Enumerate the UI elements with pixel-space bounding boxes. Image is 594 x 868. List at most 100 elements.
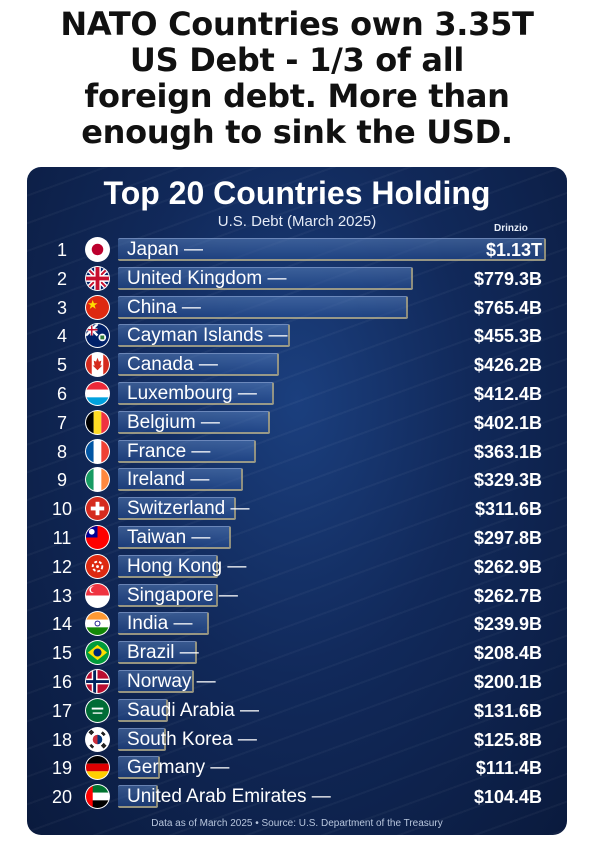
- rank-label: 7: [56, 412, 67, 433]
- category-label: United Arab Emirates —: [127, 786, 331, 808]
- bar: [118, 641, 197, 665]
- value-label: $104.4B: [473, 787, 542, 808]
- category-label: Taiwan —: [127, 527, 211, 548]
- category-label: Japan —: [127, 239, 204, 260]
- value-label: $402.1B: [473, 412, 542, 433]
- value-label: $262.7B: [473, 585, 542, 606]
- bar-row: 8 France — $363.1B: [0, 437, 594, 466]
- bar: [118, 526, 231, 549]
- united-kingdom-flag-icon: [85, 265, 110, 291]
- headline-line: US Debt - 1/3 of all: [129, 41, 465, 79]
- bar: [118, 238, 546, 261]
- category-label: Brazil —: [127, 642, 199, 664]
- value-label: $455.3B: [473, 326, 542, 347]
- bar: [118, 295, 408, 319]
- rank-label: 11: [52, 528, 72, 548]
- bar: [118, 439, 256, 463]
- headline-line: foreign debt. More than: [84, 77, 510, 115]
- brand-label: Drinzio: [494, 223, 528, 234]
- footnote: Data as of March 2025 • Source: U.S. Dep…: [151, 818, 443, 829]
- category-label: United Kingdom —: [127, 267, 287, 289]
- category-label: Singapore —: [127, 584, 238, 606]
- value-label: $208.4B: [473, 643, 542, 664]
- category-label: Germany —: [127, 757, 230, 779]
- singapore-flag-icon: [85, 582, 110, 608]
- category-label: Ireland —: [127, 469, 210, 491]
- uae-flag-icon: [85, 784, 110, 810]
- bar-row: 9 Ireland — $329.3B: [0, 465, 594, 494]
- bar: [118, 583, 218, 607]
- value-label: $412.4B: [473, 384, 542, 404]
- bar: [118, 468, 243, 492]
- belgium-flag-icon: [85, 409, 110, 435]
- rank-label: 8: [56, 441, 67, 462]
- rank-label: 2: [56, 268, 67, 289]
- bar-row: 19 Germany — $111.4B: [0, 753, 594, 782]
- category-label: Belgium —: [127, 411, 220, 433]
- south-korea-flag-icon: [85, 726, 110, 752]
- saudi-arabia-flag-icon: [85, 697, 110, 723]
- value-label: $239.9B: [473, 614, 542, 635]
- bar-row: 4 Cayman Islands — $455.3B: [0, 321, 594, 350]
- rank-label: 18: [51, 729, 73, 750]
- bar: [118, 382, 275, 405]
- bar-row: 7 Belgium — $402.1B: [0, 408, 594, 437]
- value-label: $262.9B: [473, 556, 542, 577]
- category-label: Norway —: [127, 671, 216, 692]
- france-flag-icon: [85, 438, 110, 464]
- rank-label: 14: [51, 614, 73, 635]
- headline-line: enough to sink the USD.: [81, 113, 513, 151]
- taiwan-flag-icon: [85, 525, 110, 550]
- bar: [118, 727, 166, 751]
- category-label: South Korea —: [127, 728, 257, 750]
- value-label: $131.6B: [473, 700, 542, 721]
- bar: [118, 324, 291, 348]
- bar: [118, 353, 280, 377]
- bar-row: 12 Hong Kong — $262.9B: [0, 552, 594, 581]
- category-label: Canada —: [127, 354, 218, 376]
- category-label: France —: [127, 440, 211, 462]
- headline-line: NATO Countries own 3.35T: [60, 5, 534, 43]
- india-flag-icon: [85, 611, 110, 637]
- bar: [118, 266, 414, 290]
- rank-label: 9: [56, 470, 67, 491]
- bar: [118, 785, 158, 809]
- bar: [118, 670, 194, 693]
- rank-label: 13: [51, 585, 73, 606]
- bar: [118, 410, 271, 434]
- bar-row: 2 United Kingdom — $779.3B: [0, 264, 594, 293]
- rank-label: 5: [56, 355, 67, 376]
- category-label: Cayman Islands —: [127, 325, 288, 347]
- japan-flag-icon: [85, 237, 110, 262]
- bar-row: 5 Canada — $426.2B: [0, 350, 594, 379]
- bar-row: 6 Luxembourg — $412.4B: [0, 379, 594, 408]
- rank-label: 6: [56, 384, 67, 404]
- luxembourg-flag-icon: [85, 381, 110, 406]
- bar: [118, 698, 168, 722]
- bar-row: 15 Brazil — $208.4B: [0, 638, 594, 667]
- ireland-flag-icon: [85, 467, 110, 493]
- brazil-flag-icon: [85, 640, 110, 666]
- bar: [118, 756, 161, 780]
- value-label: $363.1B: [473, 441, 542, 462]
- switzerland-flag-icon: [85, 496, 110, 522]
- bar-row: 17 Saudi Arabia — $131.6B: [0, 696, 594, 725]
- rank-label: 20: [51, 787, 73, 808]
- chart-title: Top 20 Countries Holding: [103, 175, 491, 211]
- value-label: $297.8B: [473, 528, 542, 548]
- bar: [118, 554, 218, 578]
- category-label: India —: [127, 613, 193, 635]
- bar-row: 16 Norway — $200.1B: [0, 667, 594, 696]
- rank-label: 19: [51, 758, 73, 779]
- value-label: $311.6B: [474, 499, 542, 520]
- bar-row: 1 Japan — $1.13T: [0, 235, 594, 264]
- bar-row: 11 Taiwan — $297.8B: [0, 523, 594, 552]
- rank-label: 3: [56, 297, 67, 318]
- germany-flag-icon: [85, 755, 110, 781]
- category-label: Luxembourg —: [127, 383, 257, 404]
- china-flag-icon: [85, 294, 110, 320]
- rank-label: 1: [56, 240, 67, 260]
- category-label: Saudi Arabia —: [127, 699, 260, 721]
- bar-row: 20 United Arab Emirates — $104.4B: [0, 782, 594, 811]
